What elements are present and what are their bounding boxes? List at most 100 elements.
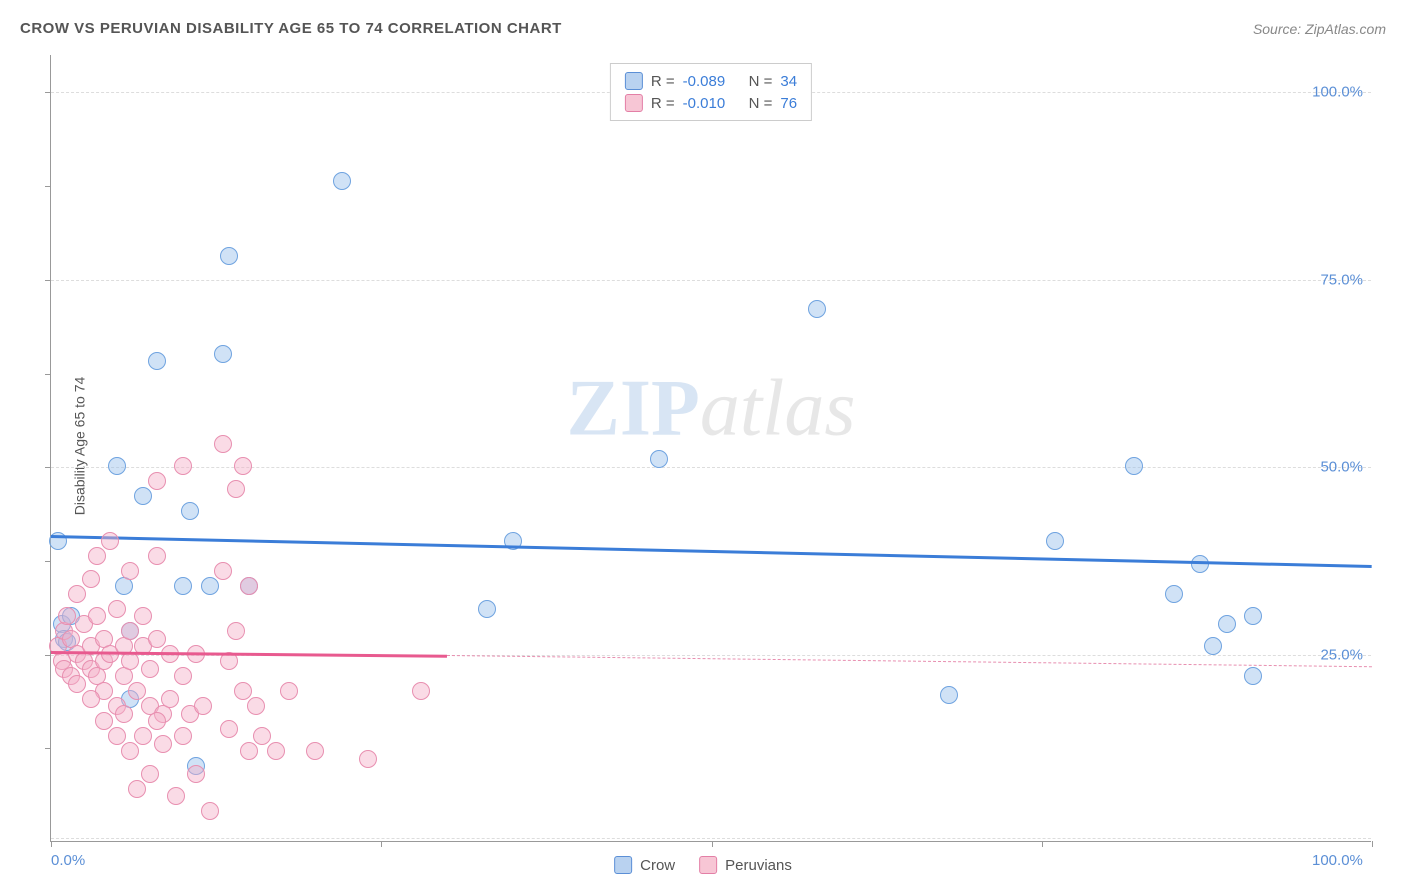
data-point: [181, 502, 199, 520]
legend-swatch: [699, 856, 717, 874]
y-tick-mark: [45, 655, 51, 656]
x-tick-label: 0.0%: [51, 852, 85, 869]
data-point: [101, 532, 119, 550]
data-point: [1244, 607, 1262, 625]
data-point: [134, 487, 152, 505]
series-legend: Crow Peruvians: [614, 856, 792, 874]
y-tick-label: 50.0%: [1320, 459, 1363, 476]
gridline: [51, 838, 1371, 839]
data-point: [253, 727, 271, 745]
r-value: -0.089: [683, 73, 741, 90]
x-tick-label: 100.0%: [1312, 852, 1363, 869]
data-point: [174, 457, 192, 475]
data-point: [167, 787, 185, 805]
data-point: [174, 727, 192, 745]
data-point: [134, 727, 152, 745]
legend-swatch: [625, 72, 643, 90]
gridline: [51, 280, 1371, 281]
data-point: [148, 352, 166, 370]
chart-header: CROW VS PERUVIAN DISABILITY AGE 65 TO 74…: [20, 20, 1386, 37]
y-tick-label: 25.0%: [1320, 646, 1363, 663]
data-point: [115, 705, 133, 723]
chart-title: CROW VS PERUVIAN DISABILITY AGE 65 TO 74…: [20, 20, 562, 37]
legend-series-label: Peruvians: [725, 857, 792, 874]
data-point: [808, 300, 826, 318]
data-point: [214, 562, 232, 580]
data-point: [247, 697, 265, 715]
data-point: [1244, 667, 1262, 685]
data-point: [121, 652, 139, 670]
legend-series-label: Crow: [640, 857, 675, 874]
x-tick-mark: [381, 841, 382, 847]
data-point: [154, 735, 172, 753]
data-point: [82, 690, 100, 708]
data-point: [128, 682, 146, 700]
y-tick-mark: [45, 186, 51, 187]
data-point: [240, 577, 258, 595]
data-point: [58, 607, 76, 625]
n-value: 34: [780, 73, 797, 90]
data-point: [161, 690, 179, 708]
y-tick-mark: [45, 561, 51, 562]
data-point: [174, 577, 192, 595]
data-point: [201, 577, 219, 595]
n-label: N =: [749, 73, 773, 90]
data-point: [95, 712, 113, 730]
data-point: [280, 682, 298, 700]
data-point: [220, 247, 238, 265]
data-point: [234, 682, 252, 700]
correlation-legend: R =-0.089N =34R =-0.010N =76: [610, 63, 812, 121]
data-point: [108, 727, 126, 745]
x-tick-mark: [51, 841, 52, 847]
data-point: [82, 570, 100, 588]
data-point: [121, 742, 139, 760]
data-point: [333, 172, 351, 190]
y-tick-mark: [45, 280, 51, 281]
data-point: [201, 802, 219, 820]
data-point: [88, 547, 106, 565]
data-point: [214, 435, 232, 453]
n-value: 76: [780, 95, 797, 112]
y-tick-mark: [45, 748, 51, 749]
data-point: [306, 742, 324, 760]
data-point: [108, 457, 126, 475]
data-point: [187, 765, 205, 783]
data-point: [359, 750, 377, 768]
source-label: Source: ZipAtlas.com: [1253, 21, 1386, 37]
x-tick-mark: [712, 841, 713, 847]
data-point: [412, 682, 430, 700]
legend-row: R =-0.010N =76: [625, 92, 797, 114]
data-point: [148, 547, 166, 565]
data-point: [1165, 585, 1183, 603]
data-point: [121, 562, 139, 580]
legend-swatch: [625, 94, 643, 112]
y-tick-mark: [45, 92, 51, 93]
watermark: ZIPatlas: [567, 363, 856, 454]
chart-plot-area: ZIPatlas R =-0.089N =34R =-0.010N =76 25…: [50, 55, 1371, 842]
legend-row: R =-0.089N =34: [625, 70, 797, 92]
x-tick-mark: [1042, 841, 1043, 847]
data-point: [141, 765, 159, 783]
data-point: [141, 660, 159, 678]
data-point: [1125, 457, 1143, 475]
r-value: -0.010: [683, 95, 741, 112]
data-point: [194, 697, 212, 715]
x-tick-mark: [1372, 841, 1373, 847]
data-point: [174, 667, 192, 685]
data-point: [148, 712, 166, 730]
data-point: [240, 742, 258, 760]
data-point: [478, 600, 496, 618]
data-point: [650, 450, 668, 468]
data-point: [1218, 615, 1236, 633]
r-label: R =: [651, 95, 675, 112]
data-point: [1204, 637, 1222, 655]
y-tick-label: 75.0%: [1320, 271, 1363, 288]
y-tick-mark: [45, 374, 51, 375]
y-tick-label: 100.0%: [1312, 84, 1363, 101]
data-point: [267, 742, 285, 760]
data-point: [214, 345, 232, 363]
data-point: [88, 607, 106, 625]
data-point: [134, 607, 152, 625]
legend-series-item: Peruvians: [699, 856, 792, 874]
trend-line-extrapolated: [447, 655, 1372, 667]
